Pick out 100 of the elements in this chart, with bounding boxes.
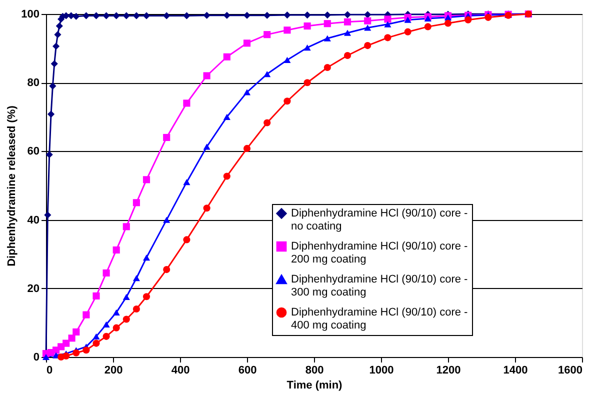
x-tick-label: 1600 xyxy=(558,364,582,376)
y-axis-title: Diphenhydramine released (%) xyxy=(6,105,18,266)
point xyxy=(264,31,271,38)
point xyxy=(284,11,291,19)
point xyxy=(424,23,432,30)
point xyxy=(163,134,170,142)
point xyxy=(132,275,140,282)
x-tick-label: 200 xyxy=(104,364,123,376)
legend-label: Diphenhydramine HCl (90/10) core - 200 mg coating xyxy=(291,240,468,266)
point xyxy=(203,204,210,212)
point xyxy=(344,18,352,26)
point xyxy=(92,292,100,300)
point xyxy=(183,100,190,107)
point xyxy=(102,12,110,20)
point xyxy=(304,79,311,86)
point xyxy=(102,269,110,276)
legend-label: Diphenhydramine HCl (90/10) core - 300 mg coating xyxy=(291,274,468,298)
point xyxy=(92,12,100,20)
point xyxy=(404,16,412,23)
point xyxy=(364,24,372,31)
point xyxy=(264,119,271,126)
point xyxy=(384,16,392,23)
y-tick-label: 0 xyxy=(33,352,40,364)
point xyxy=(142,176,150,184)
point xyxy=(203,72,210,80)
point xyxy=(62,340,70,347)
point xyxy=(384,34,392,42)
point xyxy=(304,44,311,51)
point xyxy=(284,26,291,34)
point xyxy=(112,324,120,332)
point xyxy=(464,16,472,24)
point xyxy=(223,53,230,60)
x-tick-label: 1400 xyxy=(503,364,528,376)
legend-label: Diphenhydramine HCl (90/10) core - no coating xyxy=(291,208,468,232)
point xyxy=(324,35,331,42)
point xyxy=(44,211,52,219)
y-tick-label: 100 xyxy=(21,8,40,20)
point xyxy=(132,199,140,206)
point xyxy=(82,311,90,318)
point xyxy=(68,12,75,20)
point xyxy=(243,40,251,47)
point xyxy=(102,332,110,340)
point xyxy=(304,11,311,19)
point xyxy=(142,254,150,261)
y-tick-label: 40 xyxy=(27,214,40,226)
y-tick-label: 60 xyxy=(27,146,40,158)
point xyxy=(223,114,230,120)
point xyxy=(243,144,251,152)
point xyxy=(82,346,90,354)
point xyxy=(132,12,140,20)
point xyxy=(92,340,100,347)
point xyxy=(223,12,230,19)
point xyxy=(52,42,60,50)
point xyxy=(344,11,352,18)
point xyxy=(183,236,190,244)
point xyxy=(324,11,331,19)
x-tick-label: 1200 xyxy=(436,364,461,376)
point xyxy=(142,293,150,300)
x-tick-label: 0 xyxy=(46,364,53,376)
point xyxy=(112,309,120,316)
point xyxy=(264,70,271,78)
point xyxy=(122,316,130,323)
point xyxy=(364,42,372,50)
point xyxy=(92,333,100,340)
x-tick-label: 400 xyxy=(171,364,190,376)
x-tick-label: 1000 xyxy=(369,364,394,376)
point xyxy=(72,349,80,356)
point xyxy=(183,179,190,186)
point xyxy=(163,12,170,20)
point xyxy=(54,31,62,38)
point xyxy=(344,30,352,36)
point xyxy=(49,82,56,90)
point xyxy=(183,12,190,20)
point xyxy=(223,172,230,180)
point xyxy=(384,21,392,28)
y-tick-label: 80 xyxy=(27,77,40,90)
point xyxy=(284,98,291,105)
point xyxy=(344,52,352,60)
point xyxy=(404,28,412,36)
point xyxy=(122,294,130,300)
point xyxy=(142,12,150,20)
point xyxy=(56,22,63,30)
point xyxy=(364,11,372,18)
point xyxy=(82,12,90,20)
x-axis-title: Time (min) xyxy=(286,380,343,392)
point xyxy=(72,12,80,20)
point xyxy=(304,22,311,30)
point xyxy=(163,216,170,223)
point xyxy=(284,56,291,64)
point xyxy=(163,266,170,274)
point xyxy=(132,305,140,313)
point xyxy=(122,12,130,20)
point xyxy=(122,223,130,230)
y-tick-label: 20 xyxy=(27,282,40,295)
point xyxy=(46,151,53,158)
point xyxy=(484,14,492,21)
point xyxy=(50,60,58,68)
point xyxy=(324,64,331,72)
point xyxy=(112,246,120,254)
point xyxy=(72,328,80,336)
